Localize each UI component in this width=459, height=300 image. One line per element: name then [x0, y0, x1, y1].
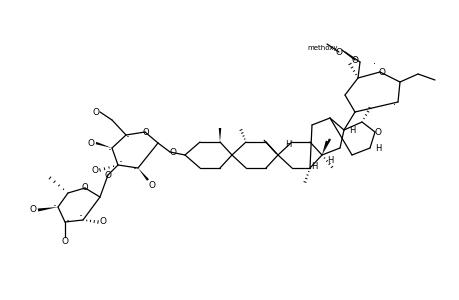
Text: O: O	[104, 170, 111, 179]
Text: O: O	[374, 128, 381, 136]
Polygon shape	[38, 207, 58, 211]
Text: O: O	[378, 68, 385, 76]
Text: ·: ·	[133, 164, 137, 176]
Text: O: O	[99, 218, 106, 226]
Text: O: O	[82, 184, 88, 193]
Polygon shape	[321, 138, 330, 155]
Text: ·: ·	[79, 211, 83, 224]
Text: H: H	[348, 125, 354, 134]
Text: ·: ·	[108, 145, 112, 158]
Text: ·: ·	[66, 215, 70, 229]
Polygon shape	[95, 142, 112, 148]
Text: O: O	[351, 56, 358, 64]
Text: ·: ·	[392, 100, 396, 110]
Text: methoxy: methoxy	[307, 45, 337, 51]
Text: O: O	[142, 128, 149, 136]
Text: O: O	[148, 182, 155, 190]
Text: O: O	[87, 139, 94, 148]
Text: ·: ·	[119, 157, 123, 169]
Polygon shape	[321, 141, 327, 155]
Text: O: O	[169, 148, 176, 157]
Text: ·: ·	[373, 59, 375, 69]
Text: ·: ·	[126, 131, 130, 145]
Text: O: O	[62, 238, 68, 247]
Polygon shape	[218, 128, 221, 142]
Text: ·: ·	[53, 200, 57, 214]
Text: O: O	[335, 47, 342, 56]
Text: O: O	[92, 107, 99, 116]
Text: O: O	[29, 206, 36, 214]
Text: H: H	[326, 155, 332, 164]
Text: O: O	[91, 166, 98, 175]
Text: H: H	[374, 143, 381, 152]
Polygon shape	[138, 168, 149, 181]
Text: H: H	[284, 140, 291, 148]
Text: H: H	[310, 161, 317, 170]
